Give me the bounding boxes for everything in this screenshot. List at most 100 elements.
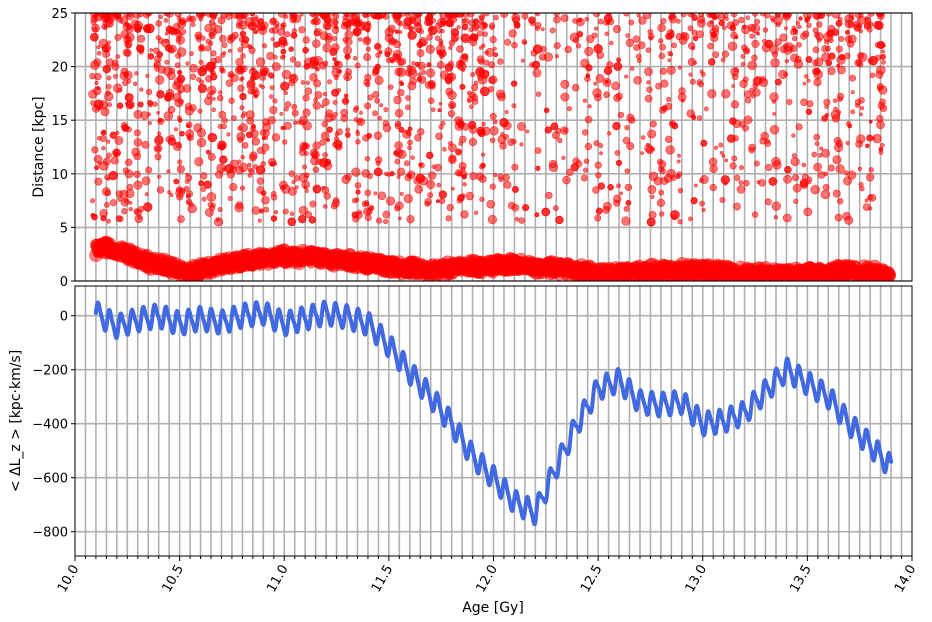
scatter-point xyxy=(104,201,110,208)
scatter-point xyxy=(392,53,402,63)
scatter-point xyxy=(384,171,389,177)
scatter-point xyxy=(221,42,228,49)
scatter-point xyxy=(436,199,440,204)
scatter-point xyxy=(688,72,693,77)
scatter-point xyxy=(688,216,693,222)
scatter-point xyxy=(477,58,485,65)
scatter-point xyxy=(134,26,142,33)
scatter-point xyxy=(253,29,259,35)
scatter-point xyxy=(483,59,490,66)
scatter-point xyxy=(727,134,736,143)
scatter-point xyxy=(407,139,413,146)
scatter-point xyxy=(595,73,605,83)
scatter-point xyxy=(754,18,761,25)
scatter-point xyxy=(185,61,190,66)
scatter-point xyxy=(543,107,550,114)
scatter-point xyxy=(101,23,107,30)
scatter-point xyxy=(797,24,802,29)
scatter-point xyxy=(251,67,255,71)
scatter-point xyxy=(336,68,342,74)
scatter-point xyxy=(176,47,187,57)
scatter-point xyxy=(416,41,423,48)
scatter-point xyxy=(204,208,214,217)
scatter-point xyxy=(193,123,203,133)
scatter-point xyxy=(709,19,714,25)
scatter-point xyxy=(750,23,761,34)
scatter-point xyxy=(614,150,621,156)
scatter-point xyxy=(708,13,716,18)
scatter-point xyxy=(838,36,845,43)
scatter-point xyxy=(821,148,830,158)
scatter-point xyxy=(783,174,792,184)
scatter-point xyxy=(113,83,123,93)
scatter-point xyxy=(207,202,214,208)
scatter-point xyxy=(624,168,631,174)
scatter-point xyxy=(289,211,295,216)
scatter-point xyxy=(609,40,614,46)
scatter-point xyxy=(637,41,646,50)
scatter-point xyxy=(290,32,298,39)
scatter-point xyxy=(351,211,359,219)
scatter-point xyxy=(693,183,698,188)
scatter-point xyxy=(374,63,381,70)
scatter-point xyxy=(269,18,277,26)
scatter-point xyxy=(517,122,526,131)
scatter-point xyxy=(759,76,767,83)
scatter-point xyxy=(462,182,467,187)
scatter-point xyxy=(207,132,218,143)
scatter-point xyxy=(247,44,253,50)
scatter-point xyxy=(94,99,104,110)
scatter-point xyxy=(622,136,631,145)
scatter-point xyxy=(595,172,602,179)
top-y-tick-label: 5 xyxy=(60,221,68,236)
scatter-point xyxy=(94,80,99,86)
scatter-point xyxy=(828,52,836,60)
scatter-point xyxy=(176,165,185,174)
scatter-point xyxy=(198,180,205,187)
scatter-point xyxy=(114,33,122,41)
scatter-point xyxy=(813,67,821,75)
scatter-point xyxy=(740,61,746,67)
x-tick-label: 11.5 xyxy=(369,563,396,596)
scatter-point xyxy=(239,66,244,72)
scatter-point xyxy=(587,104,592,109)
scatter-point xyxy=(235,166,244,175)
scatter-point xyxy=(602,201,612,211)
scatter-point xyxy=(473,18,480,25)
scatter-point xyxy=(355,189,361,195)
scatter-point xyxy=(594,214,602,222)
scatter-point xyxy=(689,78,696,85)
scatter-point xyxy=(365,46,371,52)
scatter-point xyxy=(324,113,334,123)
scatter-point xyxy=(287,217,296,227)
scatter-point xyxy=(656,198,666,207)
scatter-point xyxy=(675,33,683,41)
scatter-point xyxy=(667,50,673,57)
scatter-point xyxy=(856,23,863,29)
scatter-point xyxy=(457,122,464,129)
scatter-point xyxy=(731,73,739,81)
scatter-point xyxy=(857,166,863,172)
scatter-point xyxy=(562,128,568,133)
scatter-point xyxy=(827,164,835,172)
scatter-point xyxy=(210,50,217,57)
scatter-point xyxy=(584,115,593,124)
scatter-point xyxy=(743,90,752,99)
scatter-point xyxy=(239,105,245,111)
scatter-point xyxy=(555,215,564,225)
top-y-ticks: 0 5 10 15 20 25 xyxy=(51,7,75,290)
scatter-point xyxy=(691,115,697,121)
scatter-point xyxy=(315,67,320,72)
scatter-point xyxy=(801,162,807,168)
scatter-point xyxy=(518,217,526,224)
scatter-point xyxy=(393,95,402,105)
scatter-point xyxy=(333,60,340,67)
scatter-point xyxy=(818,153,823,158)
scatter-point xyxy=(792,29,799,35)
scatter-point xyxy=(500,132,505,137)
scatter-point xyxy=(575,43,582,49)
scatter-point xyxy=(240,53,246,59)
scatter-point xyxy=(165,25,174,34)
scatter-point xyxy=(383,218,389,225)
scatter-point xyxy=(374,43,381,50)
